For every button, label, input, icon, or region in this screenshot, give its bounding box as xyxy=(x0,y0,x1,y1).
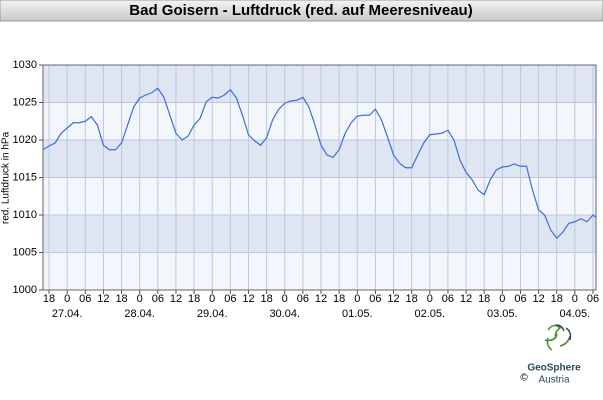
x-date-label: 28.04. xyxy=(124,308,155,320)
plot-band xyxy=(43,65,596,103)
credit: © xyxy=(520,373,528,384)
y-tick-label: 1025 xyxy=(13,96,37,108)
x-tick-label: 18 xyxy=(551,293,563,305)
plot-band xyxy=(43,215,596,253)
x-tick-label: 0 xyxy=(354,293,360,305)
y-tick-label: 1030 xyxy=(13,59,37,71)
x-date-label: 03.05. xyxy=(487,308,518,320)
x-tick-label: 12 xyxy=(97,293,109,305)
x-tick-label: 06 xyxy=(369,293,381,305)
x-tick-label: 0 xyxy=(572,293,578,305)
x-tick-label: 18 xyxy=(188,293,200,305)
x-tick-label: 06 xyxy=(152,293,164,305)
x-date-label: 01.05. xyxy=(342,308,373,320)
x-tick-label: 0 xyxy=(64,293,70,305)
x-tick-label: 0 xyxy=(427,293,433,305)
x-date-label: 29.04. xyxy=(197,308,228,320)
x-tick-label: 12 xyxy=(170,293,182,305)
x-tick-label: 12 xyxy=(460,293,472,305)
x-tick-label: 12 xyxy=(532,293,544,305)
x-tick-label: 12 xyxy=(242,293,254,305)
logo-text: Austria xyxy=(538,375,570,386)
x-tick-label: 0 xyxy=(209,293,215,305)
data-line xyxy=(42,87,597,240)
y-tick-label: 1000 xyxy=(13,284,37,296)
x-tick-label: 0 xyxy=(137,293,143,305)
title-bar xyxy=(0,0,603,22)
x-tick-label: 06 xyxy=(587,293,599,305)
x-tick-label: 06 xyxy=(224,293,236,305)
x-tick-label: 18 xyxy=(43,293,55,305)
x-tick-label: 12 xyxy=(387,293,399,305)
y-tick-label: 1015 xyxy=(13,171,37,183)
x-tick-label: 06 xyxy=(442,293,454,305)
plot-area: 1000 1005 1010 1015 1020 1025 1030 18 0 06 12 18 0 06… xyxy=(13,59,600,320)
x-tick-label: 18 xyxy=(478,293,490,305)
x-tick-label: 18 xyxy=(406,293,418,305)
y-tick-label: 1005 xyxy=(13,246,37,258)
x-tick-label: 12 xyxy=(315,293,327,305)
x-tick-label: 0 xyxy=(282,293,288,305)
logo-text: GeoSphere xyxy=(527,363,581,374)
x-date-label: 04.05. xyxy=(560,308,591,320)
x-date-label: 30.04. xyxy=(269,308,300,320)
y-tick-label: 1010 xyxy=(13,209,37,221)
plot-border xyxy=(42,64,597,291)
chart-title: Bad Goisern - Luftdruck (red. auf Meeres… xyxy=(129,2,472,19)
x-date-label: 27.04. xyxy=(52,308,83,320)
x-tick-label: 0 xyxy=(499,293,505,305)
x-date-label: 02.05. xyxy=(415,308,446,320)
x-tick-label: 18 xyxy=(333,293,345,305)
x-tick-label: 18 xyxy=(115,293,127,305)
x-tick-label: 06 xyxy=(297,293,309,305)
y-tick-label: 1020 xyxy=(13,134,37,146)
y-axis-label: red. Luftdruck in hPa xyxy=(1,131,12,224)
x-tick-label: 06 xyxy=(79,293,91,305)
x-tick-label: 06 xyxy=(514,293,526,305)
logo: GeoSphere Austria xyxy=(527,324,581,386)
x-tick-label: 18 xyxy=(260,293,272,305)
plot-band xyxy=(43,140,596,178)
